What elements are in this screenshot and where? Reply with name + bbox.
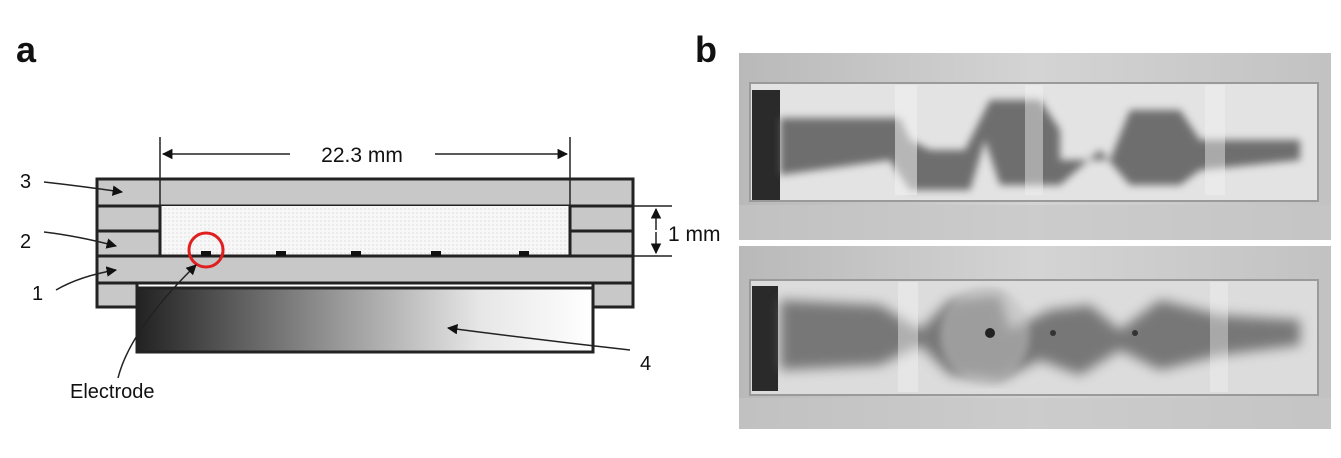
layer-1 — [95, 254, 635, 285]
layer-2-label: 2 — [20, 231, 31, 253]
layer-4 — [135, 286, 595, 354]
electrode-3 — [351, 251, 361, 256]
device-cross-section — [95, 177, 635, 354]
layer-4-label: 4 — [640, 353, 651, 375]
panel-a-label: a — [16, 29, 37, 70]
layer-3 — [95, 177, 635, 208]
electrode-5 — [519, 251, 529, 256]
layer-4-arrow — [446, 324, 631, 351]
width-dimension-label: 22.3 mm — [321, 144, 403, 167]
top-photo — [739, 53, 1331, 240]
layer-1-arrow — [55, 266, 118, 291]
electrodes — [201, 251, 529, 256]
layer-3-label: 3 — [20, 171, 31, 193]
electrode-highlight-circle — [187, 231, 225, 269]
panel-b-label: b — [695, 29, 717, 70]
layer-3-arrow — [43, 181, 124, 196]
chamber — [160, 206, 570, 256]
foot-right — [591, 281, 635, 309]
layer-1-label: 1 — [32, 283, 43, 305]
bottom-photo — [739, 246, 1331, 429]
electrode-arrow — [117, 264, 197, 379]
layer-2-arrow — [43, 231, 118, 249]
layer-2-right-bottom — [568, 229, 635, 258]
foot-left — [95, 281, 139, 309]
height-dimension-label: 1 mm — [668, 223, 721, 246]
electrode-2 — [276, 251, 286, 256]
layer-2-left-top — [95, 204, 162, 233]
width-dimension — [159, 137, 571, 206]
electrode-1 — [201, 251, 211, 256]
layer-2-right-top — [568, 204, 635, 233]
electrode-4 — [431, 251, 441, 256]
height-dimension — [633, 205, 672, 257]
electrode-label: Electrode — [70, 381, 155, 403]
